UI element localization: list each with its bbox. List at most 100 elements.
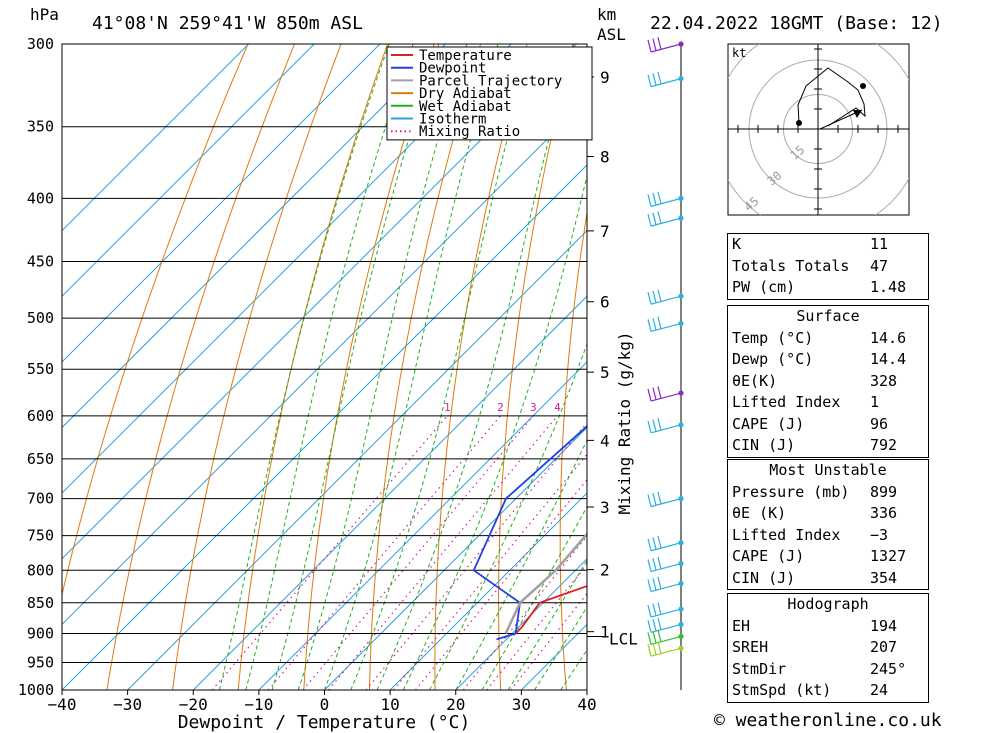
index-label: CAPE (J) (732, 547, 805, 565)
x-tick-label: 30 (512, 695, 531, 714)
index-row: CIN (J) 354 (728, 568, 928, 590)
datetime-label: 22.04.2022 18GMT (Base: 12) (650, 13, 943, 34)
pressure-tick-label: 450 (27, 253, 54, 271)
dewpoint-line (472, 425, 587, 641)
wind-barb-flag (647, 319, 652, 332)
wind-barb-flag (652, 317, 657, 331)
dry-adiabat-line (172, 44, 342, 690)
isotherm-line (62, 44, 250, 232)
isotherm-line (127, 229, 587, 690)
index-value: 14.4 (870, 350, 907, 368)
index-value: 1 (870, 393, 880, 411)
index-label: EH (732, 616, 751, 635)
pressure-unit-label: hPa (30, 5, 59, 24)
wind-barb-flag (657, 641, 662, 654)
unstable-table: Most Unstable Pressure (mb) 899 θE (K) 336 L… (727, 459, 929, 590)
wind-barb-flag (652, 192, 657, 206)
mixing-ratio-line (211, 415, 448, 690)
wind-barb-flag (647, 420, 652, 433)
parcel-trajectory-line (504, 532, 587, 635)
wet-adiabat-line (507, 559, 587, 690)
km-tick-label: 4 (600, 431, 610, 450)
pressure-tick-label: 850 (27, 594, 54, 612)
index-row: CIN (J) 792 (728, 435, 928, 457)
index-row: Temp (°C) 14.6 (728, 328, 928, 350)
wind-barb-flag (652, 578, 657, 591)
wind-barb-flag (657, 289, 662, 302)
wind-barb-flag (652, 290, 657, 304)
wind-barb-flag (647, 39, 652, 53)
x-tick-label: 40 (577, 695, 596, 714)
isotherm-line (62, 44, 381, 363)
index-value: 96 (870, 414, 889, 433)
wind-barb-flag (652, 537, 657, 550)
wind-barb-flag (652, 212, 657, 225)
hodograph-storm-dot (860, 83, 866, 89)
index-value: 11 (870, 235, 889, 253)
chart-guide-lines (62, 26, 1000, 690)
index-value: 1.48 (870, 278, 907, 296)
x-tick-label: −40 (48, 695, 77, 714)
index-label: SREH (732, 638, 769, 656)
copyright-link[interactable]: © weatheronline.co.uk (714, 710, 942, 731)
index-row: Lifted Index 1 (728, 392, 928, 414)
index-value: 14.6 (870, 328, 907, 347)
wind-barb-flag (652, 387, 657, 400)
x-tick-label: 20 (446, 695, 465, 714)
wind-barb-flag (657, 576, 662, 590)
mixing-ratio-label: 4 (554, 401, 561, 414)
x-tick-label: −30 (113, 695, 142, 714)
index-label: StmSpd (kt) (732, 681, 832, 699)
wind-barb-flag (647, 579, 652, 592)
wet-adiabat-line (324, 44, 499, 690)
pressure-tick-label: 350 (27, 118, 54, 136)
hodograph-unit: kt (732, 46, 746, 60)
wind-barb-flag (647, 213, 652, 227)
index-value: 24 (870, 681, 889, 699)
wet-adiabat-line (297, 44, 468, 690)
wind-barb-flag (652, 619, 657, 632)
hodograph-table: Hodograph EH 194 SREH 207 StmDir 245° StmSpd (… (727, 593, 929, 703)
hodograph-start-dot (796, 120, 802, 126)
index-value: 47 (870, 256, 889, 275)
hodograph-section: EH 194 SREH 207 StmDir 245° StmSpd (kt) 24 (728, 616, 928, 702)
dry-adiabat-line (498, 44, 575, 690)
wind-barb-flag (647, 388, 652, 402)
index-label: θE (K) (732, 504, 787, 522)
index-label: Pressure (mb) (732, 482, 850, 501)
wet-adiabat-line (402, 174, 587, 690)
wind-barb-flag (657, 418, 662, 431)
height-unit-km: km (597, 5, 616, 24)
legend-label: Mixing Ratio (419, 124, 520, 140)
legend-label: Wet Adiabat (419, 99, 512, 115)
x-axis-label: Dewpoint / Temperature (°C) (178, 712, 471, 733)
index-row: CAPE (J) 96 (728, 414, 928, 436)
mixing-ratio-label: 3 (530, 401, 537, 414)
wind-profile (647, 37, 684, 690)
isotherm-line (389, 492, 587, 690)
wind-barb-flag (657, 491, 662, 505)
dry-adiabat-line (106, 44, 296, 690)
temperature-line (514, 585, 587, 635)
index-value: 899 (870, 482, 898, 501)
wet-adiabat-line (245, 44, 414, 690)
dry-adiabat-line (991, 26, 1000, 690)
dry-adiabat-line (434, 44, 528, 690)
wind-barb-flag (647, 194, 652, 207)
dry-adiabat-line (943, 26, 1000, 690)
index-row: K 11 (728, 234, 928, 256)
series-lines (472, 425, 587, 641)
hodograph-title: Hodograph (787, 595, 869, 613)
pressure-tick-label: 950 (27, 653, 54, 671)
index-value: 328 (870, 371, 898, 390)
location-title: 41°08'N 259°41'W 850m ASL (92, 13, 363, 34)
dry-adiabat-line (369, 44, 482, 690)
km-tick-label: 5 (600, 363, 610, 382)
index-row: PW (cm) 1.48 (728, 277, 928, 299)
pressure-tick-label: 900 (27, 624, 54, 642)
wind-barb-flag (647, 538, 652, 551)
pressure-tick-label: 800 (27, 561, 54, 579)
wet-adiabat-line (271, 44, 440, 690)
index-row: Totals Totals 47 (728, 256, 928, 278)
index-label: Dewp (°C) (732, 350, 814, 368)
